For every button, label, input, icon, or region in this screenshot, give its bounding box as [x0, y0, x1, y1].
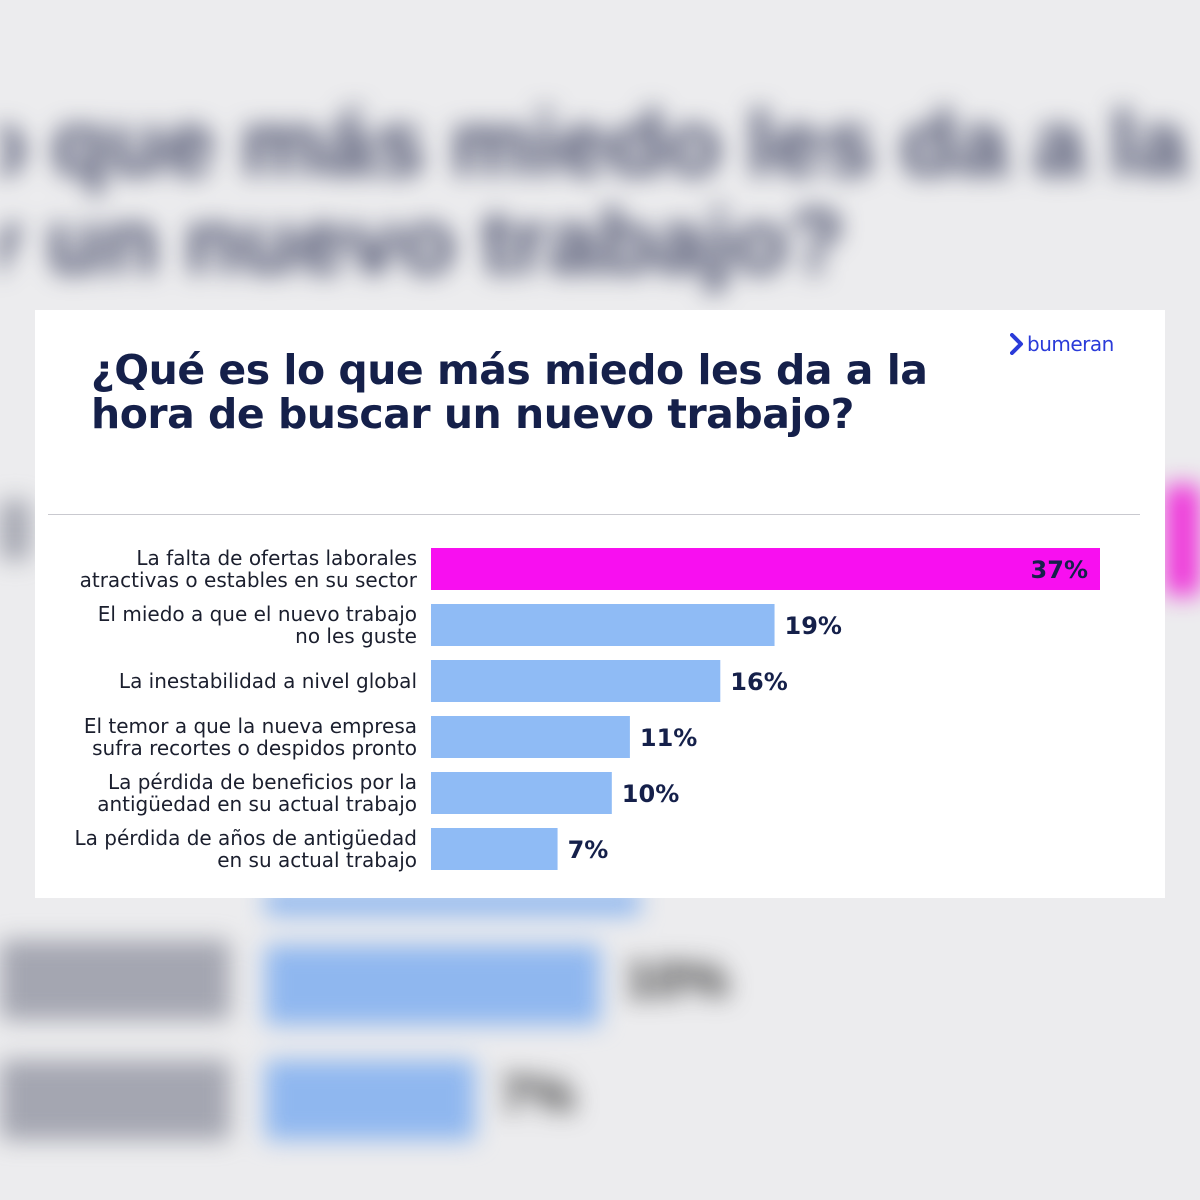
bar-3: [431, 716, 630, 758]
blurred-bar-echo: [265, 1060, 475, 1140]
category-label-line: La pérdida de beneficios por la: [108, 770, 417, 794]
bar-1: [431, 604, 775, 646]
category-label-1: El miedo a que el nuevo trabajo no les gu…: [98, 602, 417, 648]
category-label-line: en su actual trabajo: [217, 848, 417, 872]
category-label-line: El temor a que la nueva empresa: [84, 714, 417, 738]
category-label-line: sufra recortes o despidos pronto: [92, 736, 417, 760]
chart-card: ¿Qué es lo que más miedo les da a la hor…: [35, 310, 1165, 898]
blurred-bar-echo: [1165, 485, 1200, 595]
value-label-3: 11%: [640, 724, 697, 752]
blurred-label-echo: [0, 1060, 230, 1140]
category-label-5: La pérdida de años de antigüedad en su ac…: [75, 826, 418, 872]
category-label-line: atractivas o estables en su sector: [80, 568, 418, 592]
bar-4: [431, 772, 612, 814]
category-label-2: La inestabilidad a nivel global: [119, 669, 417, 693]
value-label-4: 10%: [622, 780, 679, 808]
blurred-value-echo: 7%: [500, 1066, 576, 1124]
category-label-4: La pérdida de beneficios por la antigüeda…: [97, 770, 417, 816]
bar-2: [431, 660, 721, 702]
blurred-bar-echo: [265, 945, 600, 1025]
value-label-0: 37%: [1031, 556, 1088, 584]
category-label-line: La pérdida de años de antigüedad: [75, 826, 418, 850]
category-label-line: La falta de ofertas laborales: [136, 546, 417, 570]
bar-0: [431, 548, 1100, 590]
chart-title: ¿Qué es lo que más miedo les da a la hor…: [91, 346, 928, 438]
category-label-line: La inestabilidad a nivel global: [119, 669, 417, 693]
category-label-0: La falta de ofertas laborales atractivas …: [80, 546, 418, 592]
value-label-2: 16%: [730, 668, 787, 696]
category-label-line: antigüedad en su actual trabajo: [97, 792, 417, 816]
bar-chart: 37% La falta de ofertas laborales atractiv…: [75, 546, 1100, 872]
blurred-label-echo: [0, 940, 230, 1020]
value-label-1: 19%: [785, 612, 842, 640]
bar-5: [431, 828, 558, 870]
value-label-5: 7%: [568, 836, 609, 864]
chevron-right-icon: [1010, 333, 1023, 355]
category-label-line: El miedo a que el nuevo trabajo: [98, 602, 417, 626]
category-label-line: no les guste: [295, 624, 417, 648]
title-divider: [48, 514, 1140, 515]
blurred-value-echo: 10%: [625, 951, 730, 1009]
category-label-3: El temor a que la nueva empresa sufra rec…: [84, 714, 417, 760]
brand-name: bumeran: [1027, 332, 1114, 356]
blurred-title-echo: o que más miedo les da a la y un nuevo tr…: [0, 93, 1187, 293]
brand-logo: bumeran: [1010, 332, 1114, 356]
blurred-label-echo: [0, 500, 30, 560]
